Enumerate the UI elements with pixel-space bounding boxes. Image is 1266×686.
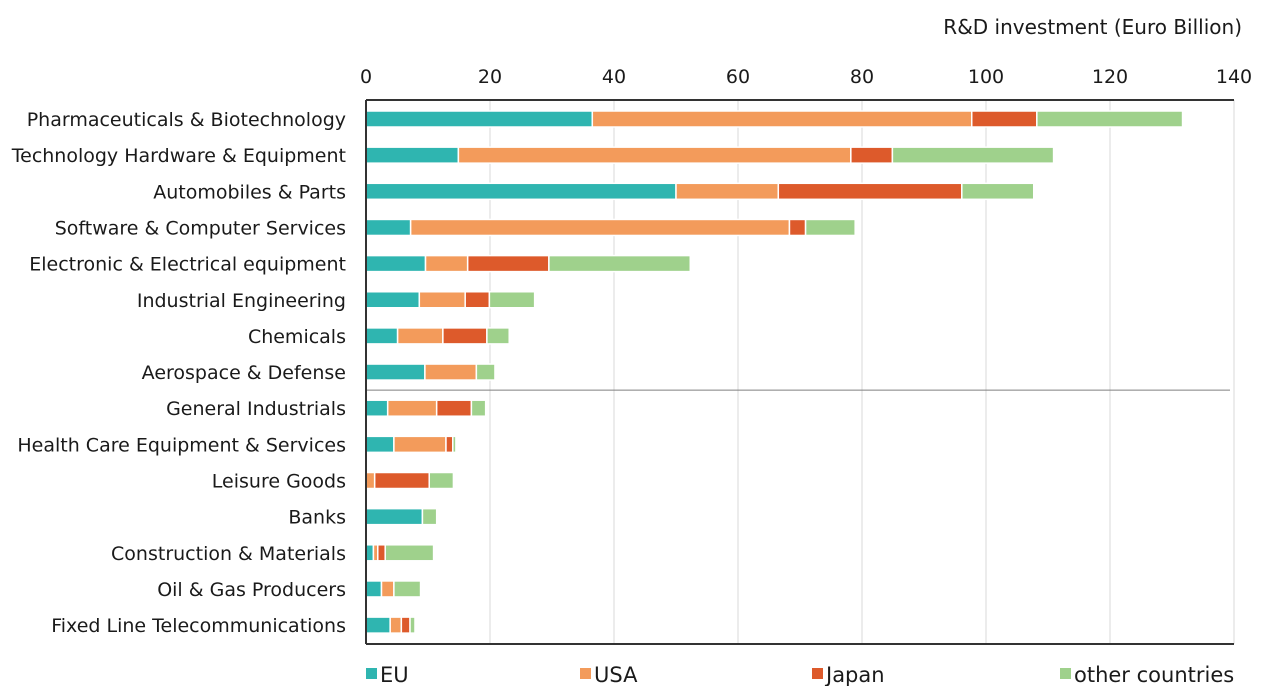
bar-3-0: [1036, 110, 1184, 128]
bar-1-3: [409, 218, 791, 237]
bar-2-2: [777, 182, 963, 201]
bar-3-14: [409, 616, 416, 634]
bars: [365, 110, 1184, 634]
bar-1-4: [424, 254, 469, 273]
x-axis-ticks: 0 20 40 60 80 100 120 140: [360, 66, 1252, 88]
bar-3-9: [452, 435, 457, 454]
bar-0-0: [365, 110, 594, 128]
bar-0-11: [365, 507, 424, 526]
x-tick-label-0: 0: [360, 66, 372, 88]
legend-swatch-0: [366, 668, 377, 679]
bar-2-8: [435, 399, 473, 417]
x-tick-label-100: 100: [968, 66, 1004, 88]
bar-1-5: [418, 291, 466, 309]
x-tick-label-140: 140: [1216, 66, 1252, 88]
category-label-2: Automobiles & Parts: [153, 181, 346, 203]
bar-3-8: [470, 399, 487, 417]
bar-0-8: [365, 399, 389, 417]
bar-3-11: [421, 507, 438, 526]
bar-2-3: [788, 218, 807, 237]
bar-3-1: [891, 146, 1055, 164]
legend-swatch-2: [812, 668, 823, 679]
bar-0-1: [365, 146, 460, 164]
category-label-6: Chemicals: [248, 326, 346, 348]
category-label-12: Construction & Materials: [111, 543, 346, 565]
bar-2-5: [464, 291, 491, 309]
bar-3-3: [804, 218, 856, 237]
gridlines: [489, 100, 1235, 644]
bar-3-13: [393, 580, 422, 598]
x-tick-label-120: 120: [1092, 66, 1128, 88]
bar-0-9: [365, 435, 395, 454]
category-label-3: Software & Computer Services: [55, 217, 346, 239]
category-label-4: Electronic & Electrical equipment: [29, 254, 346, 276]
chart-title: R&D investment (Euro Billion): [943, 15, 1242, 39]
legend-swatch-3: [1060, 668, 1071, 679]
bar-1-1: [457, 146, 852, 164]
category-label-9: Health Care Equipment & Services: [17, 434, 346, 456]
bar-3-2: [961, 182, 1035, 201]
category-label-10: Leisure Goods: [212, 471, 346, 493]
category-label-8: General Industrials: [166, 398, 346, 420]
bar-1-2: [675, 182, 780, 201]
legend-label-0: EU: [380, 663, 409, 686]
bar-1-7: [424, 363, 478, 381]
bar-2-4: [466, 254, 550, 273]
bar-3-7: [475, 363, 496, 381]
bar-1-8: [386, 399, 438, 417]
bar-2-12: [377, 544, 386, 562]
bar-2-0: [970, 110, 1038, 128]
bar-3-4: [548, 254, 692, 273]
bar-1-9: [393, 435, 447, 454]
bar-3-6: [486, 327, 510, 345]
x-tick-label-80: 80: [850, 66, 874, 88]
bar-0-5: [365, 291, 421, 309]
bar-1-10: [365, 471, 376, 490]
category-label-7: Aerospace & Defense: [142, 362, 346, 384]
category-label-1: Technology Hardware & Equipment: [11, 145, 346, 167]
bar-0-2: [365, 182, 677, 201]
bar-1-14: [389, 616, 403, 634]
bar-3-5: [488, 291, 536, 309]
category-label-5: Industrial Engineering: [137, 290, 346, 312]
legend-swatch-1: [580, 668, 591, 679]
bar-1-13: [380, 580, 395, 598]
category-label-0: Pharmaceuticals & Biotechnology: [27, 109, 346, 131]
bar-2-1: [850, 146, 894, 164]
bar-0-13: [365, 580, 383, 598]
x-tick-label-20: 20: [478, 66, 502, 88]
bar-0-6: [365, 327, 399, 345]
category-label-13: Oil & Gas Producers: [157, 579, 346, 601]
bar-0-4: [365, 254, 427, 273]
legend-label-3: other countries: [1074, 663, 1234, 686]
legend-label-1: USA: [594, 663, 638, 686]
bar-0-12: [365, 544, 375, 562]
category-labels: Pharmaceuticals & Biotechnology Technolog…: [11, 109, 346, 637]
bar-2-14: [400, 616, 411, 634]
legend-label-2: Japan: [824, 663, 885, 686]
bar-3-10: [428, 471, 455, 490]
bar-2-10: [373, 471, 430, 490]
x-tick-label-40: 40: [602, 66, 626, 88]
bar-0-14: [365, 616, 391, 634]
bar-2-6: [442, 327, 488, 345]
bar-3-12: [384, 544, 435, 562]
axes: [365, 99, 1234, 645]
bar-1-6: [396, 327, 444, 345]
bar-2-9: [445, 435, 454, 454]
bar-0-7: [365, 363, 426, 381]
category-label-14: Fixed Line Telecommunications: [51, 615, 346, 637]
legend: EU USA Japan other countries: [366, 663, 1234, 686]
bar-0-3: [365, 218, 412, 237]
category-label-11: Banks: [288, 507, 346, 529]
bar-1-0: [591, 110, 973, 128]
x-tick-label-60: 60: [726, 66, 750, 88]
